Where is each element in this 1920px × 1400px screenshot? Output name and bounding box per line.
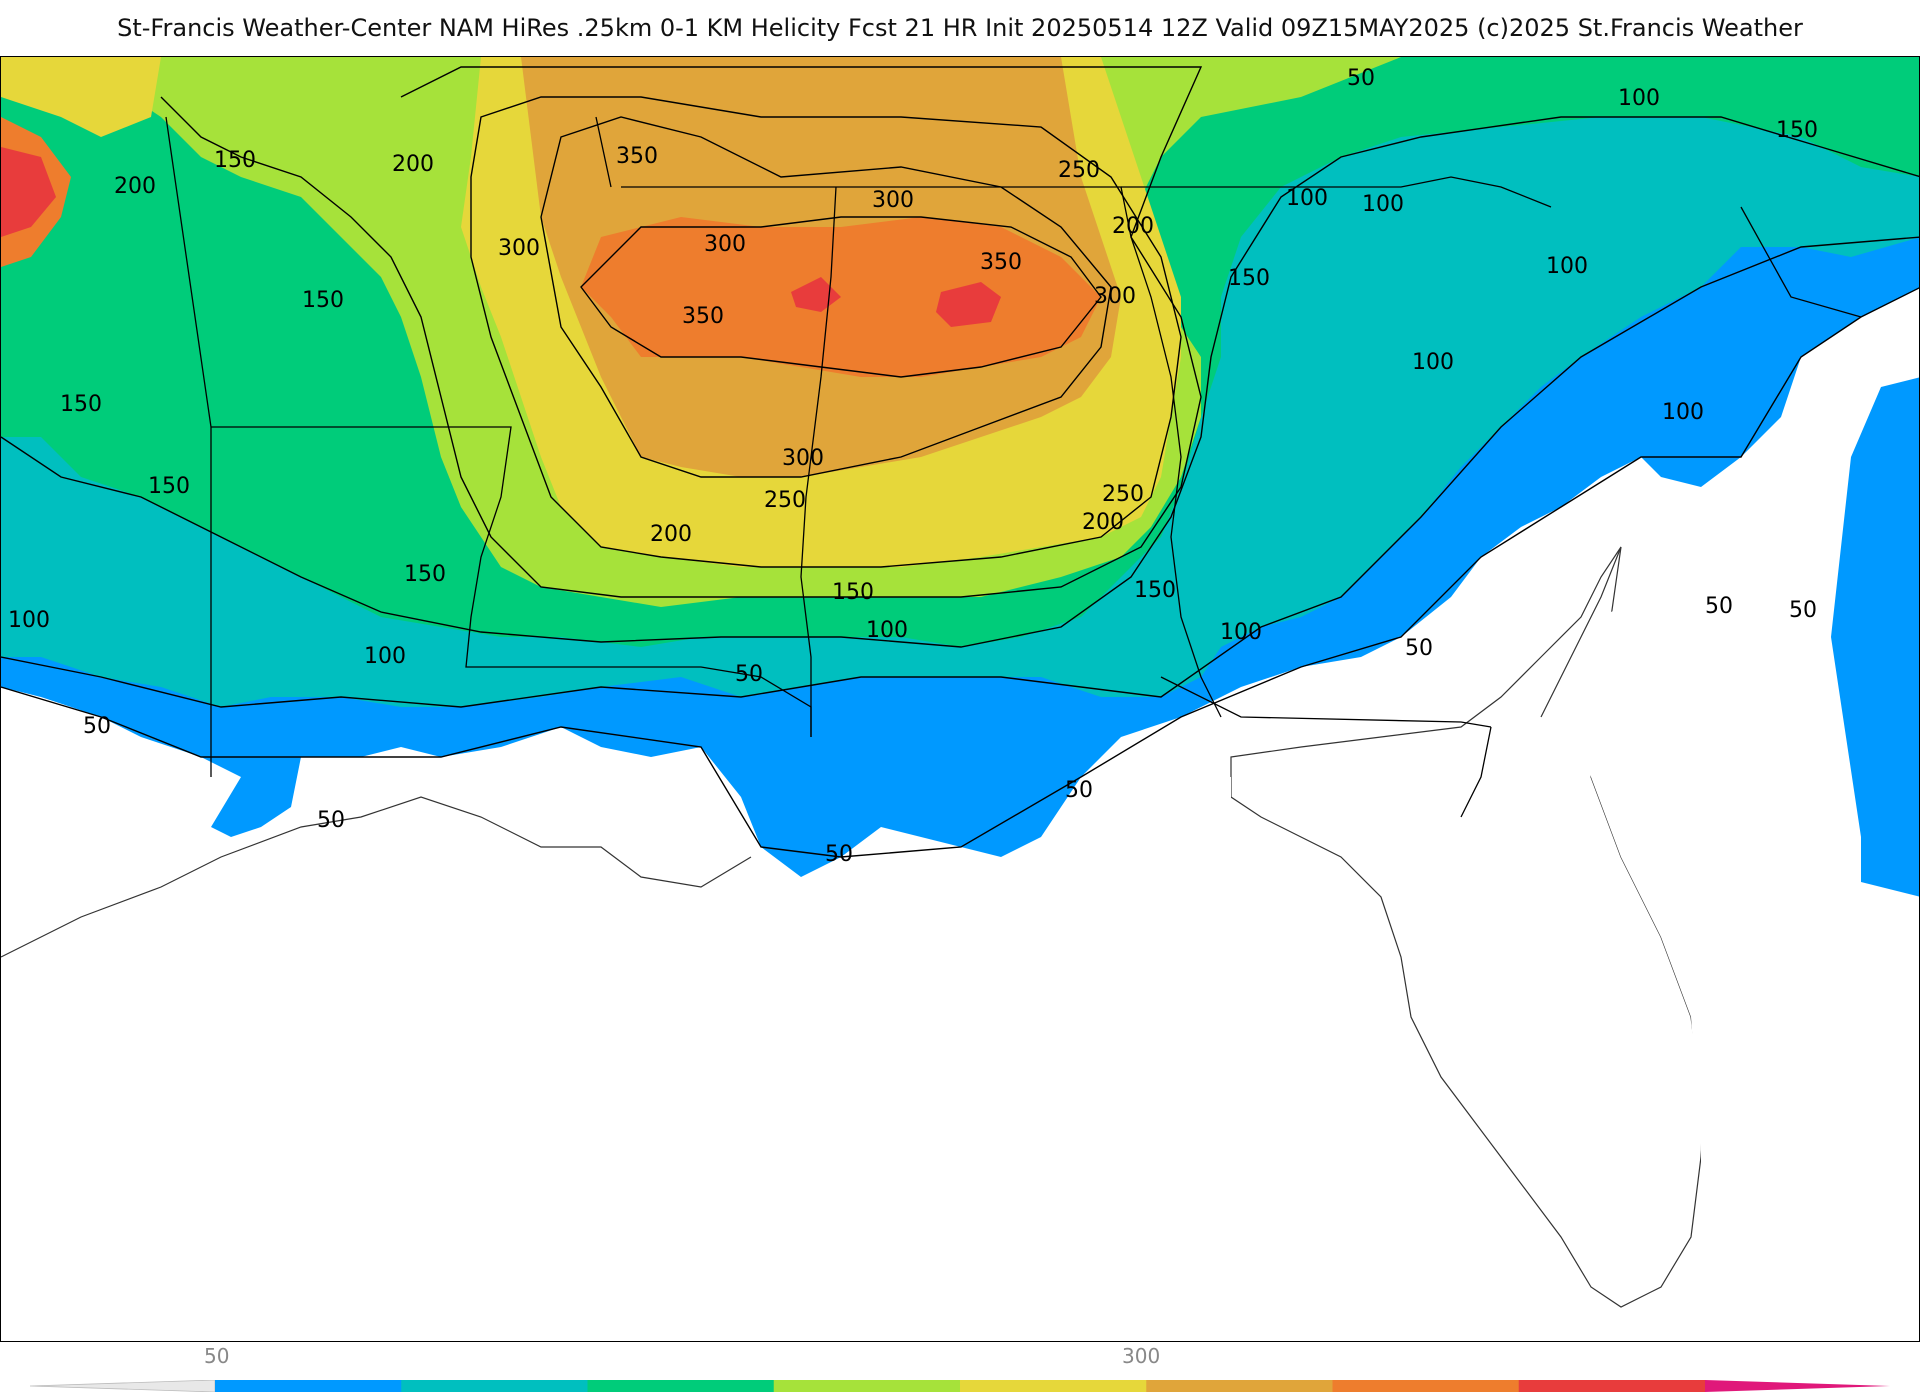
- contour-label: 50: [317, 808, 345, 833]
- contour-label: 200: [650, 522, 692, 547]
- contour-label: 150: [404, 562, 446, 587]
- colorbar-segment: [1332, 1380, 1520, 1392]
- state-border-7: [1460, 726, 1492, 818]
- contour-label: 300: [1094, 284, 1136, 309]
- colorbar-tick-300: 300: [1122, 1344, 1161, 1368]
- contour-label: 350: [682, 304, 724, 329]
- colorbar-segment: [587, 1380, 775, 1392]
- contour-label: 50: [1705, 594, 1733, 619]
- state-borders: [165, 116, 1862, 818]
- contour-label: 100: [8, 608, 50, 633]
- contour-label: 50: [1789, 598, 1817, 623]
- contour-350: [580, 216, 1102, 378]
- contour-label: 150: [60, 392, 102, 417]
- state-border-5: [1121, 176, 1552, 208]
- contour-label: 350: [616, 144, 658, 169]
- contour-label: 200: [392, 152, 434, 177]
- contour-label: 50: [735, 662, 763, 687]
- contour-300: [540, 116, 1112, 478]
- contour-label: 100: [1618, 86, 1660, 111]
- contour-label: 200: [114, 174, 156, 199]
- contour-label: 50: [1405, 636, 1433, 661]
- map-title: St-Francis Weather-Center NAM HiRes .25k…: [117, 14, 1803, 42]
- no-data-areas: [1, 527, 1919, 1341]
- contour-label: 150: [832, 580, 874, 605]
- contour-lines: [1, 66, 1919, 858]
- state-border-9: [595, 116, 612, 188]
- contour-label: 300: [872, 188, 914, 213]
- contour-label: 200: [1082, 510, 1124, 535]
- helicity-map: 50 100 150 150 200 200 150 150 150 100 1…: [0, 56, 1920, 1342]
- contour-150: [1, 116, 1919, 648]
- contour-label: 100: [1362, 192, 1404, 217]
- contour-label: 300: [704, 232, 746, 257]
- contour-label: 150: [1134, 578, 1176, 603]
- colorbar-segment: [215, 1380, 402, 1392]
- band-400-plus-b: [936, 282, 1001, 327]
- state-border-4: [800, 186, 837, 737]
- contour-label: 300: [498, 236, 540, 261]
- contour-label: 100: [1286, 186, 1328, 211]
- contour-label: 150: [1776, 118, 1818, 143]
- state-border-6: [1160, 676, 1492, 728]
- contour-250: [470, 96, 1182, 568]
- colorbar-segments: [215, 1380, 1706, 1392]
- colorbar-left-arrow: [30, 1380, 216, 1392]
- contour-label: 250: [1058, 158, 1100, 183]
- contour-label: 50: [1347, 66, 1375, 91]
- state-border-3: [621, 186, 1222, 718]
- contour-label: 150: [214, 148, 256, 173]
- band-nw-peak: [1, 147, 56, 237]
- contour-label: 300: [782, 446, 824, 471]
- contour-label: 100: [1546, 254, 1588, 279]
- contour-label: 200: [1112, 214, 1154, 239]
- contour-100: [1, 236, 1919, 708]
- contour-label: 100: [364, 644, 406, 669]
- colorbar-segment: [1146, 1380, 1333, 1392]
- contour-label: 150: [302, 288, 344, 313]
- gulf-coast-line: [1, 796, 752, 958]
- contour-label: 100: [1412, 350, 1454, 375]
- colorbar: [30, 1380, 1890, 1392]
- contour-label: 50: [825, 842, 853, 867]
- colorbar-segment: [401, 1380, 588, 1392]
- state-border-8: [1740, 206, 1862, 318]
- contour-label: 150: [148, 474, 190, 499]
- contour-label: 100: [1220, 620, 1262, 645]
- contour-label: 50: [83, 714, 111, 739]
- helicity-bands: [1, 57, 1919, 947]
- contour-label: 150: [1228, 266, 1270, 291]
- helicity-map-canvas: 50 100 150 150 200 200 150 150 150 100 1…: [1, 57, 1919, 1341]
- colorbar-tick-50: 50: [204, 1344, 230, 1368]
- contour-label: 250: [1102, 482, 1144, 507]
- colorbar-segment: [773, 1380, 961, 1392]
- atlantic-coastline: [1540, 546, 1622, 718]
- band-west-yellow: [1, 57, 161, 137]
- contour-value-labels: 50 100 150 150 200 200 150 150 150 100 1…: [8, 66, 1818, 867]
- contour-label: 250: [764, 488, 806, 513]
- contour-label: 100: [1662, 400, 1704, 425]
- colorbar-segment: [1518, 1380, 1706, 1392]
- contour-label: 100: [866, 618, 908, 643]
- contour-200: [160, 66, 1203, 598]
- state-border-2: [211, 426, 812, 737]
- colorbar-segment: [960, 1380, 1147, 1392]
- contour-label: 50: [1065, 778, 1093, 803]
- contour-label: 350: [980, 250, 1022, 275]
- contour-50: [1, 287, 1919, 858]
- atlantic-no-data: [1561, 527, 1919, 1341]
- colorbar-right-arrow: [1705, 1380, 1890, 1392]
- gulf-no-data: [1, 777, 1231, 1341]
